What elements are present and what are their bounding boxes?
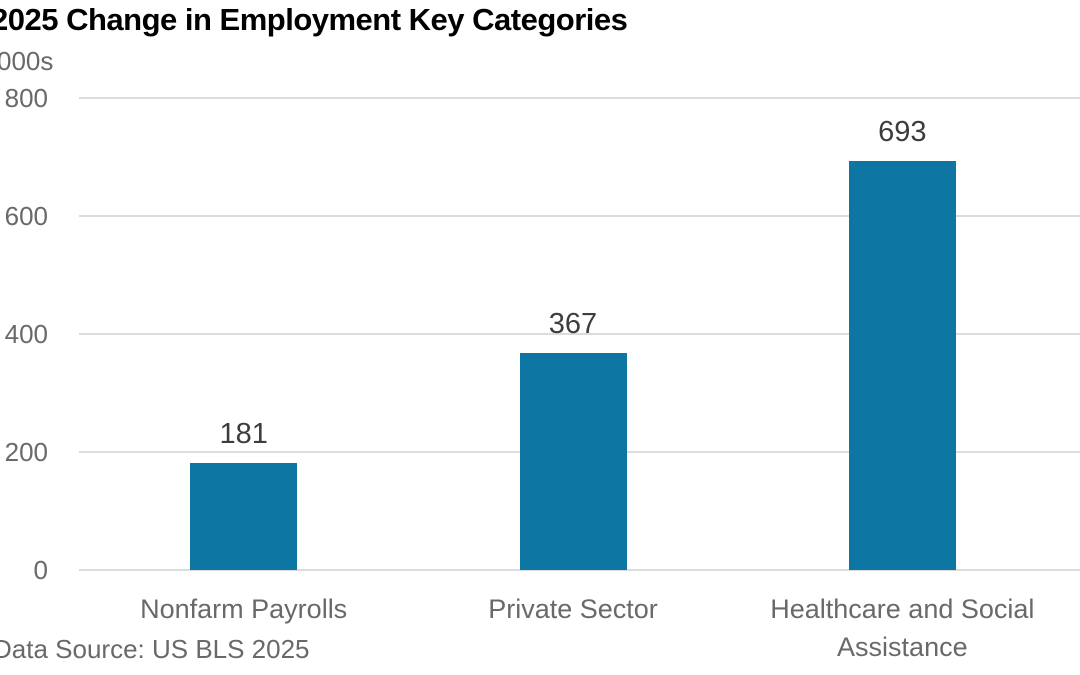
bar (848, 161, 956, 570)
gridline (79, 569, 1080, 571)
y-axis-tick-label: 400 (4, 319, 48, 349)
bar (519, 353, 627, 570)
y-axis-tick-label: 800 (4, 83, 48, 113)
bar (190, 463, 298, 570)
data-source-note: Data Source: US BLS 2025 (0, 634, 310, 664)
x-axis-category-label: Nonfarm Payrolls (140, 594, 348, 624)
chart-title: 2025 Change in Employment Key Categories (0, 2, 628, 37)
y-axis-tick-label: 200 (4, 437, 48, 467)
bar-value-label: 181 (219, 418, 268, 451)
x-axis-category-label: Healthcare and Social Assistance (770, 594, 1035, 662)
y-axis-tick-label: 600 (4, 201, 48, 231)
gridline (79, 215, 1080, 217)
x-axis-category-label: Private Sector (488, 594, 658, 624)
gridline (79, 97, 1080, 99)
bar-value-label: 367 (548, 308, 598, 341)
y-axis-tick-label: 0 (33, 555, 48, 585)
y-axis-unit-label: 000s (0, 46, 54, 76)
bar-value-label: 693 (878, 116, 927, 149)
gridline (79, 333, 1080, 335)
